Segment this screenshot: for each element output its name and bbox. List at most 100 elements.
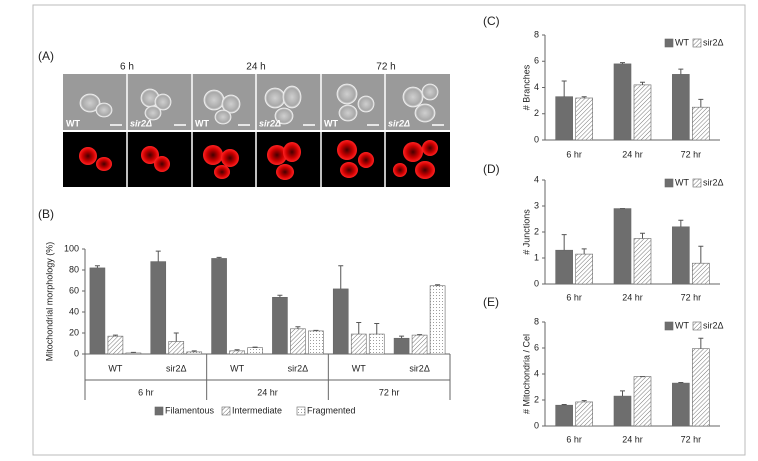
bar: [247, 347, 263, 355]
bar: [125, 352, 142, 355]
error-bar: [112, 334, 118, 337]
error-bar: [620, 390, 625, 397]
error-bar: [678, 219, 684, 227]
x-tick-label: 72 hr: [681, 292, 702, 302]
x-tick-label: 24 hr: [622, 292, 643, 302]
timepoint: 6 h: [120, 62, 134, 73]
error-bar: [561, 80, 567, 97]
bar: [613, 208, 632, 285]
y-tick-label: 60: [69, 285, 79, 295]
legend-label: WT: [675, 37, 689, 47]
error-bar: [561, 404, 567, 406]
legend-swatch: [692, 321, 702, 331]
error-bar: [399, 335, 405, 339]
bar: [350, 333, 367, 355]
error-bar: [155, 250, 161, 262]
legend-swatch: [664, 178, 674, 188]
error-bar: [640, 232, 645, 239]
error-bar: [94, 265, 100, 268]
x-tick-label: sir2Δ: [409, 363, 430, 373]
strain-label: sir2Δ: [388, 118, 410, 128]
bar: [555, 404, 573, 427]
legend-label: sir2Δ: [703, 320, 724, 330]
error-bar: [581, 96, 587, 98]
bar: [150, 261, 167, 355]
legend-label: sir2Δ: [703, 37, 724, 47]
legend-swatch: [221, 406, 231, 416]
bar: [393, 337, 410, 355]
bar: [368, 333, 385, 355]
error-bar: [435, 284, 441, 286]
y-tick-label: 100: [64, 243, 79, 253]
y-tick-label: 6: [534, 56, 539, 66]
error-bar: [374, 323, 380, 335]
error-bar: [216, 256, 222, 259]
y-axis-label: # Branches: [521, 64, 531, 110]
legend-swatch: [154, 406, 164, 416]
x-tick-label: WT: [108, 363, 122, 373]
legend-label: Fragmented: [307, 405, 356, 415]
bar: [672, 226, 690, 285]
error-bar: [191, 350, 197, 352]
bar: [613, 395, 632, 427]
x-tick-label: sir2Δ: [288, 363, 309, 373]
legend-swatch: [296, 406, 306, 416]
legend-label: sir2Δ: [703, 177, 724, 187]
x-tick-label: 72 hr: [681, 149, 702, 159]
bar: [633, 376, 652, 427]
strain-label: WT: [195, 118, 209, 128]
bar: [411, 334, 428, 355]
cells: [79, 83, 439, 125]
error-bar: [234, 349, 240, 351]
error-bar: [698, 245, 704, 264]
strain-label: sir2Δ: [259, 118, 281, 128]
legend-label: Filamentous: [165, 405, 215, 415]
bar: [229, 350, 245, 355]
bar: [555, 96, 573, 141]
error-bar: [698, 98, 704, 108]
bar: [107, 335, 124, 355]
group-label: 24 hr: [257, 387, 278, 397]
error-bar: [678, 381, 684, 384]
timepoint: 24 h: [246, 62, 265, 73]
bar: [575, 97, 593, 141]
y-tick-label: 40: [69, 306, 79, 316]
bar: [633, 84, 652, 141]
y-tick-label: 4: [534, 368, 539, 378]
bar: [168, 341, 185, 355]
bar: [555, 249, 573, 285]
panel-label: (B): [38, 207, 54, 221]
y-tick-label: 0: [534, 420, 539, 430]
x-tick-label: WT: [230, 363, 244, 373]
group-label: 72 hr: [379, 387, 400, 397]
error-bar: [417, 334, 423, 336]
bar: [692, 106, 710, 141]
panel-label: (A): [38, 49, 54, 63]
error-bar: [173, 332, 179, 342]
error-bar: [295, 326, 301, 329]
x-tick-label: 6 hr: [566, 149, 582, 159]
legend-swatch: [692, 178, 702, 188]
mitochondria: [79, 140, 438, 180]
y-axis-label: # Junctions: [521, 209, 531, 255]
panel-label: (E): [483, 295, 499, 309]
y-axis-label: Mitochondrial morphology (%): [44, 242, 54, 362]
error-bar: [561, 234, 567, 251]
separators: [63, 60, 450, 187]
bar: [308, 330, 324, 355]
error-bar: [581, 248, 587, 255]
bar: [692, 262, 710, 285]
error-bar: [581, 400, 587, 402]
legend-swatch: [692, 38, 702, 48]
panel-a: (A) 6 h 24 h 72 h WT sir2Δ W: [38, 49, 450, 187]
strain-label: WT: [66, 118, 80, 128]
bar: [672, 382, 690, 427]
y-tick-label: 4: [534, 174, 539, 184]
bar: [290, 328, 306, 355]
x-tick-label: 72 hr: [681, 434, 702, 444]
legend-swatch: [664, 321, 674, 331]
x-tick-label: 6 hr: [566, 292, 582, 302]
bar: [672, 74, 690, 141]
bar: [575, 253, 593, 285]
